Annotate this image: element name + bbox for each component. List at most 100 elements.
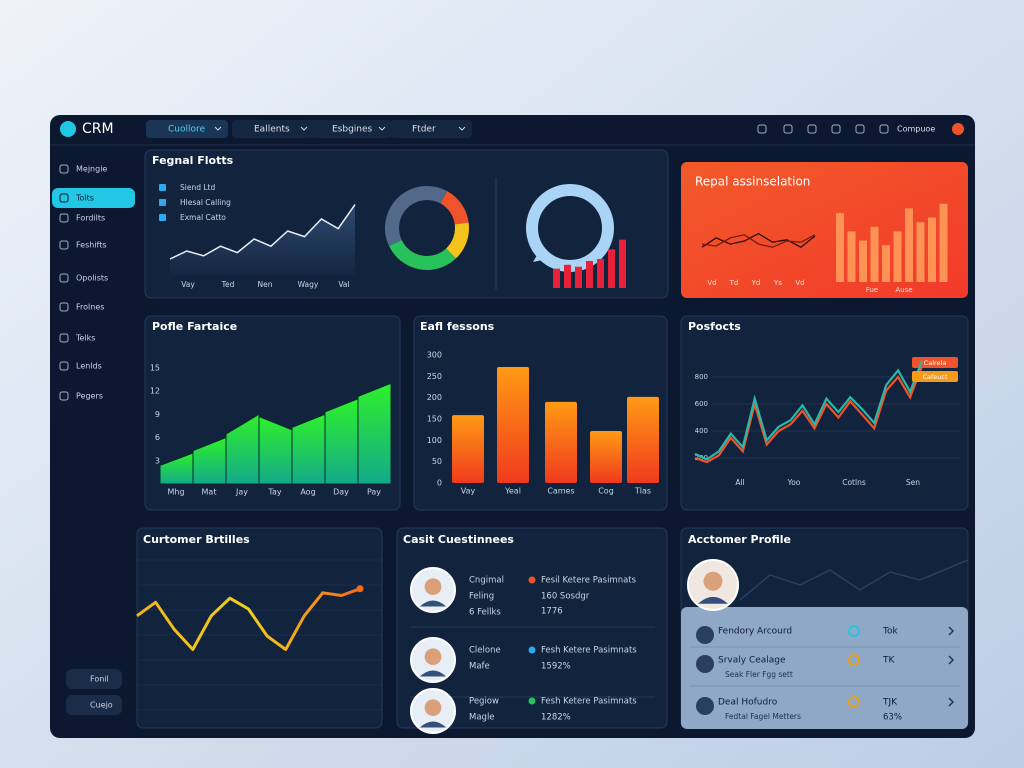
panel [680,315,969,511]
toolbar-icon[interactable] [879,124,889,134]
nav-item[interactable]: Mejngie [76,165,107,174]
avatar-body [419,670,447,677]
avatar-body [698,596,728,604]
tab[interactable] [232,120,314,138]
nav-icon[interactable] [59,391,69,401]
account-sub: Fedtal Fagel Metters [725,712,801,721]
account-name[interactable]: Srvaly Cealage [718,656,786,666]
dropdown-icon [458,126,466,131]
ring-tail [533,250,552,262]
case-name: Pegiow [469,697,499,707]
line-end [356,585,364,593]
nav-item[interactable]: Feshifts [76,241,107,250]
user-avatar[interactable] [952,123,964,135]
x-tick-label: Val [338,280,349,289]
bar [452,415,484,483]
tab-label[interactable]: Esbgines [332,125,373,135]
nav-item[interactable]: Telks [75,334,95,343]
case-tag: Fesh Ketere Pasimnats [541,697,637,707]
row-avatar[interactable] [696,626,714,644]
y-tick-label: 6 [155,433,160,442]
row-avatar[interactable] [696,697,714,715]
account-name[interactable]: Fendory Arcourd [718,627,792,637]
toolbar-icon[interactable] [807,124,817,134]
nav-item[interactable]: Lenlds [76,362,102,371]
y-tick-label: 300 [427,351,442,360]
avatar-face [424,648,442,666]
sidebar-button[interactable] [66,669,122,689]
case-detail: 160 Sosdgr [541,592,590,602]
toolbar-icon[interactable] [831,124,841,134]
tab-label[interactable]: Cuollore [168,125,206,135]
chevron[interactable] [948,626,954,636]
nav-icon[interactable] [59,361,69,371]
toolbar-icon[interactable] [757,124,767,134]
tab[interactable] [310,120,392,138]
tab[interactable] [146,120,228,138]
nav-icon[interactable] [59,240,69,250]
case-name: Clelone [469,646,501,656]
bar [597,259,604,288]
y-tick-label: 15 [150,363,160,372]
nav-item[interactable]: Pegers [76,392,103,401]
nav-item[interactable]: Tolts [75,194,94,203]
x-tick-label: Yd [751,279,761,287]
dropdown-icon [378,126,386,131]
nav-item[interactable]: Frolnes [76,303,104,312]
row-avatar[interactable] [696,655,714,673]
nav-icon[interactable] [59,213,69,223]
toolbar-icon[interactable] [783,124,793,134]
donut-segment [445,222,469,259]
panel-title: Repal assinselation [695,175,810,189]
button-label[interactable]: Fonil [90,675,109,684]
avatar-face [424,578,442,596]
case-detail: 1776 [541,607,563,617]
nav-icon[interactable] [59,333,69,343]
account-value: Tok [882,627,898,637]
y-tick-label: 250 [427,372,442,381]
legend-label: Siend Ltd [180,183,215,192]
x-tick-label: Sen [906,478,920,487]
nav-icon[interactable] [59,273,69,283]
tab-label[interactable]: Eallents [254,125,290,135]
line [169,204,356,260]
sidebar-button[interactable] [66,695,122,715]
avatar-body [419,600,447,607]
bar [870,226,879,282]
nav-icon[interactable] [59,302,69,312]
nav-icon[interactable] [59,164,69,174]
case-detail: 1592% [541,662,571,672]
chevron[interactable] [948,697,954,707]
x-tick-label: Vay [181,280,195,289]
account-value: TK [882,656,895,666]
row-indicator [848,696,860,708]
y-tick-label: 400 [695,427,708,435]
tab[interactable] [390,120,472,138]
tab-label[interactable]: Ftder [412,125,436,135]
x-tick-label: Cotlns [842,478,866,487]
account-list [681,607,968,729]
line [136,587,361,651]
y-tick-label: 0 [437,479,442,488]
line [694,360,924,461]
user-name[interactable]: Compuoe [897,125,935,134]
bar [859,240,867,282]
nav-icon[interactable] [59,193,69,203]
bar [564,264,571,288]
y-tick-label: 12 [150,387,160,396]
y-tick-label: 3 [155,456,160,465]
bar [553,268,560,288]
legend-label: Hlesal Calling [180,198,231,207]
bar [627,396,659,483]
x-tick-label: Cames [547,487,574,496]
x-tick-label: Aog [300,488,315,497]
account-name[interactable]: Deal Hofudro [718,698,778,708]
button-label[interactable]: Cuejo [90,701,113,710]
x-tick-label: Tay [267,488,281,497]
toolbar-icon[interactable] [855,124,865,134]
chevron[interactable] [948,655,954,665]
nav-item[interactable]: Fordilts [76,214,105,223]
legend-label: Cafeuct [922,373,948,381]
nav-item[interactable]: Opolists [76,274,108,283]
panel-title: Acctomer Profile [688,533,791,546]
